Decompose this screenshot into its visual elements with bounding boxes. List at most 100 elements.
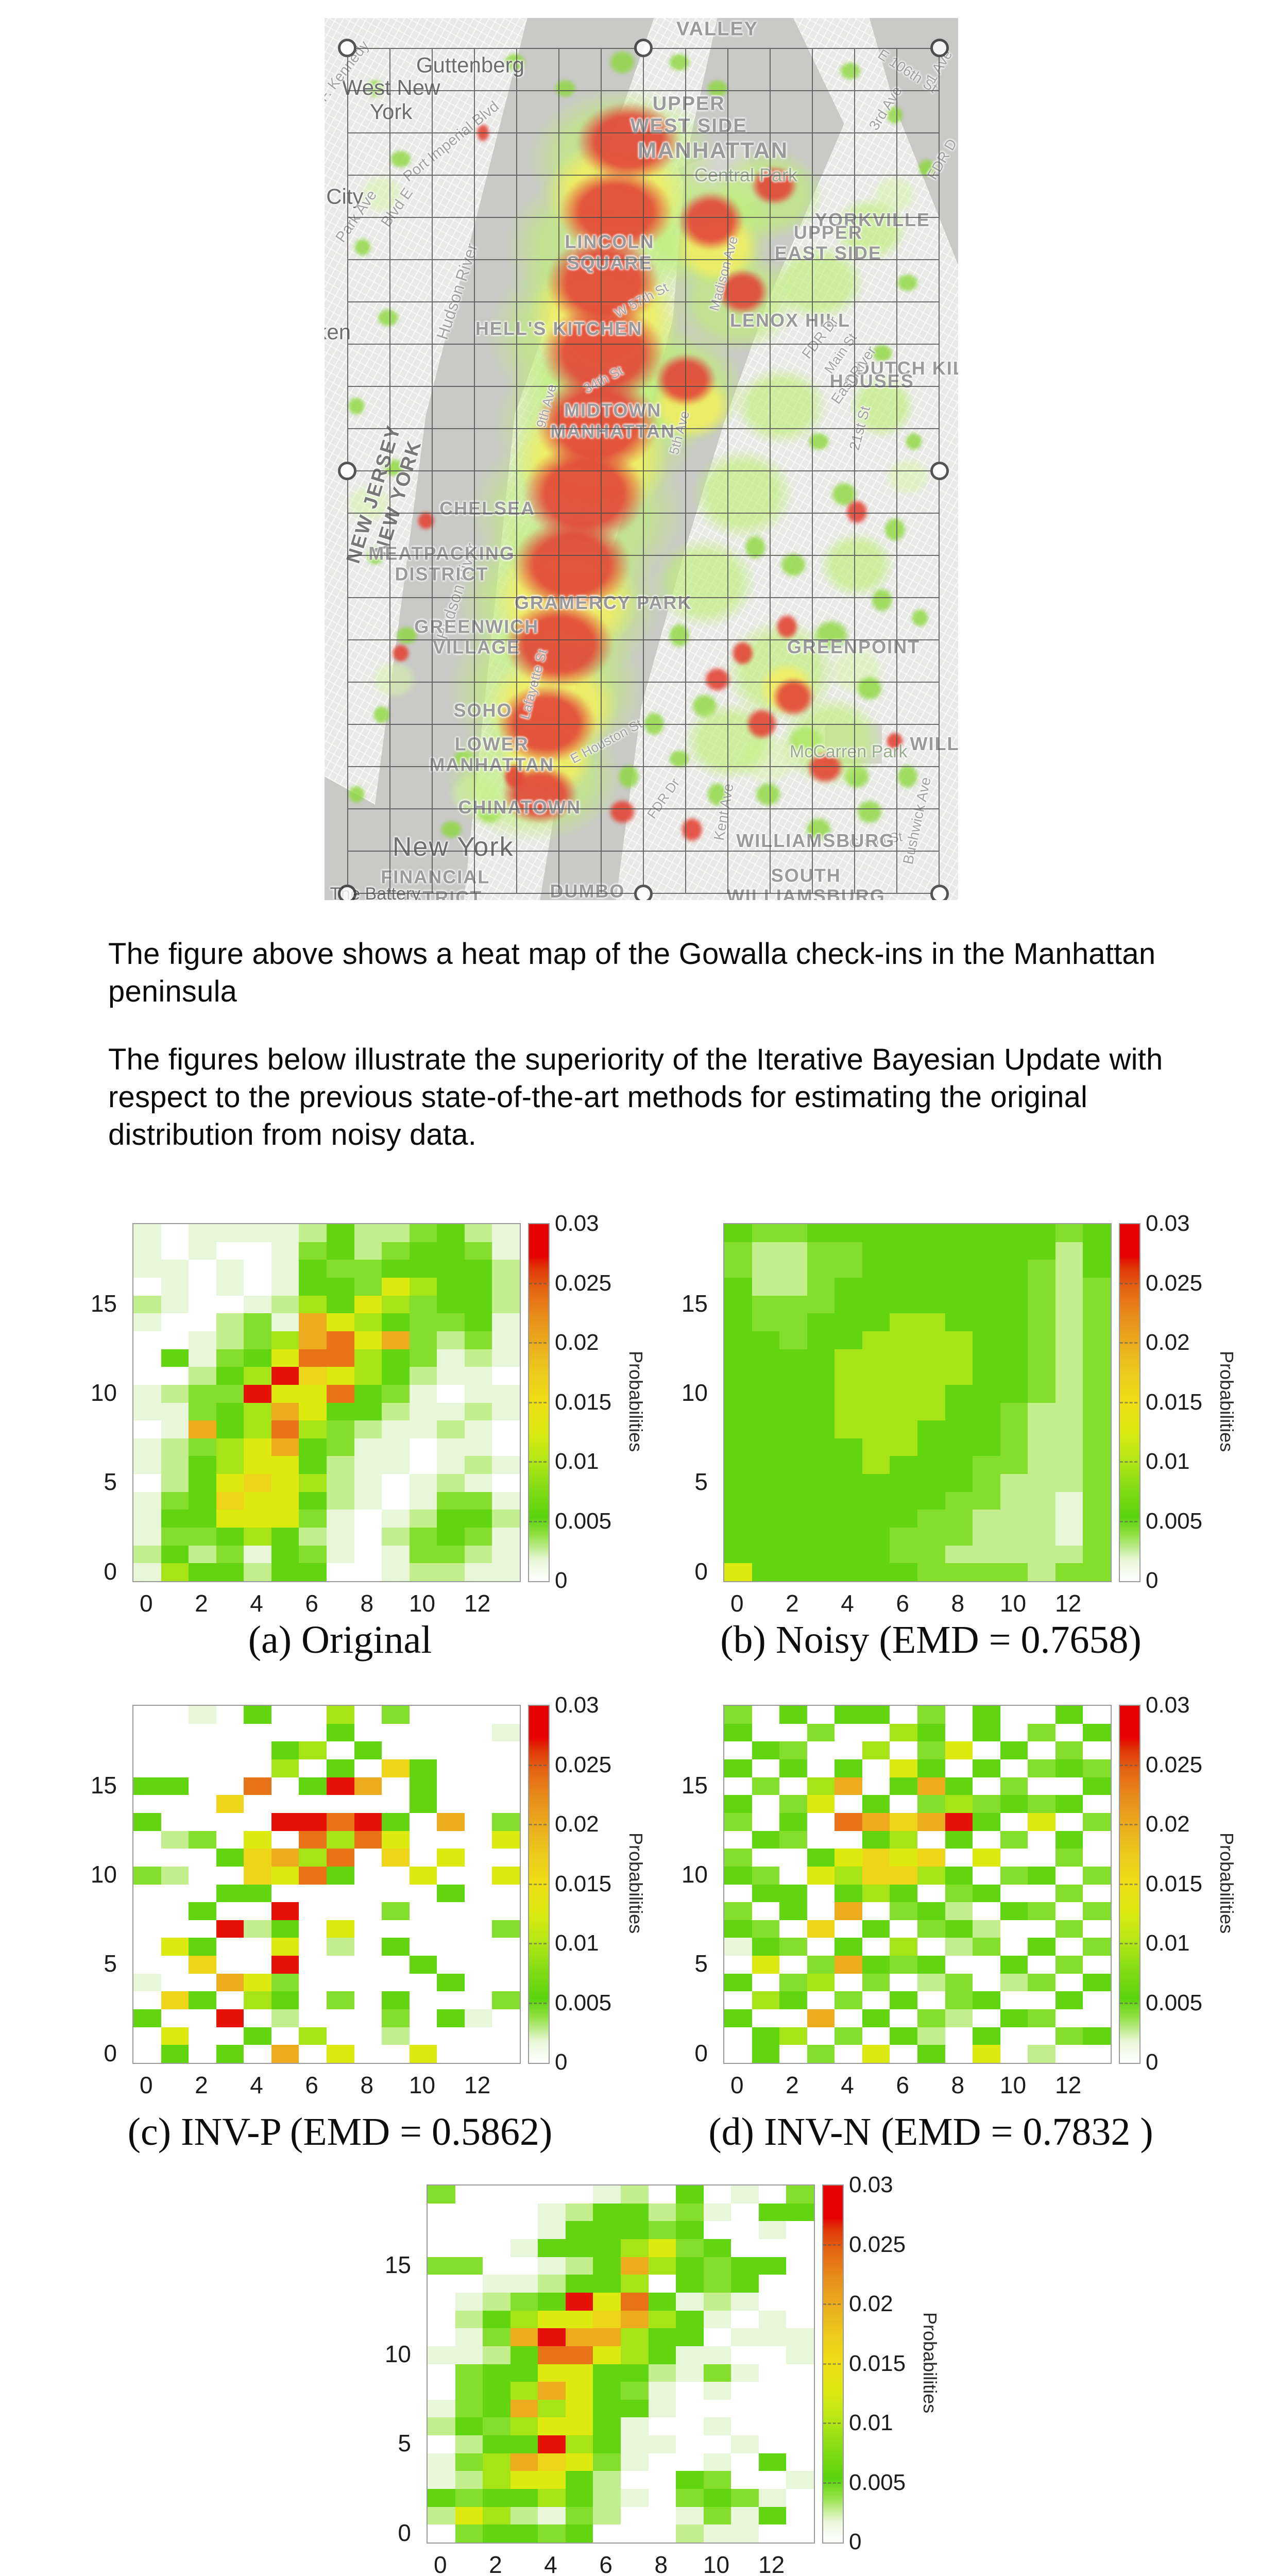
heatmap-cell: [1000, 1759, 1028, 1777]
heatmap-cell: [244, 1510, 271, 1528]
heatmap-cell: [917, 1884, 945, 1903]
heatmap-cell: [464, 2045, 492, 2063]
heatmap-cell: [464, 1812, 492, 1831]
grid-corner-pin: [930, 39, 949, 58]
grid-corner-pin: [338, 462, 357, 481]
heatmap-cell: [455, 2221, 483, 2239]
heatmap-cell: [917, 1295, 945, 1314]
heatmap-cell: [299, 1492, 327, 1510]
heatmap-cell: [1055, 1242, 1083, 1260]
heatmap-cell: [437, 1492, 465, 1510]
heatmap-cell: [917, 1528, 945, 1546]
heatmap-cell: [354, 1438, 382, 1456]
heatmap-cell: [779, 1812, 807, 1831]
heatmap-cell: [327, 1313, 354, 1331]
heatmap-cell: [835, 1456, 862, 1475]
heatmap-cell: [327, 1384, 354, 1403]
heatmap-cell: [1055, 1277, 1083, 1296]
heatmap-cell: [271, 1777, 299, 1795]
heatmap-cell: [271, 1866, 299, 1885]
heatmap-cell: [593, 2203, 621, 2222]
heatmap-cell: [216, 1331, 244, 1349]
heatmap-cell: [455, 2435, 483, 2453]
heatmap-cell: [862, 1563, 890, 1581]
heatmap-cell: [189, 1741, 216, 1759]
heatmap-cell: [807, 1492, 835, 1510]
y-tick-label: 5: [104, 1468, 117, 1496]
heatmap-cell: [890, 1528, 917, 1546]
heatmap-cell: [779, 1795, 807, 1813]
heatmap-cell: [945, 1545, 973, 1564]
heatmap-cell: [1083, 1706, 1111, 1724]
heatmap-cell: [133, 1242, 161, 1260]
heatmap-cell: [299, 2045, 327, 2063]
heatmap-cell: [731, 2364, 759, 2382]
heatmap-cell: [538, 2203, 566, 2222]
heatmap-cell: [779, 1331, 807, 1349]
heatmap-cell: [133, 1492, 161, 1510]
heatmap-cell: [752, 1884, 780, 1903]
heatmap-cell: [724, 1528, 752, 1546]
heatmap-cell: [244, 1973, 271, 1992]
heatmap-cell: [189, 1438, 216, 1456]
heatmap-cell: [428, 2364, 455, 2382]
heatmap-cell: [862, 1474, 890, 1492]
heatmap-cell: [483, 2328, 510, 2346]
heatmap-cell: [724, 1866, 752, 1885]
heatmap-cell: [271, 1242, 299, 1260]
heatmap-cell: [271, 2027, 299, 2045]
heatmap-cell: [271, 1384, 299, 1403]
heatmap-cell: [1000, 1991, 1028, 2010]
heatmap-cell: [216, 1420, 244, 1438]
heatmap-cell: [464, 1331, 492, 1349]
heatmap-cell: [354, 1456, 382, 1475]
heatmap-cell: [299, 1331, 327, 1349]
heatmap-cell: [1083, 1831, 1111, 1849]
heatmap-cell: [779, 1741, 807, 1759]
heatmap-cell: [862, 1438, 890, 1456]
colorbar-tick-label: 0.02: [1146, 1330, 1190, 1355]
x-tick-label: 12: [464, 1590, 491, 1617]
heatmap-cell: [216, 1563, 244, 1581]
heatmap-cell: [917, 1812, 945, 1831]
heatmap-cell: [724, 1367, 752, 1385]
heatmap-cell: [483, 2453, 510, 2471]
heatmap-cell: [862, 2009, 890, 2027]
y-tick-label: 0: [398, 2519, 411, 2546]
heatmap-cell: [807, 1242, 835, 1260]
heatmap-cell: [621, 2506, 649, 2525]
heatmap-cell: [731, 2382, 759, 2400]
x-tick-label: 8: [360, 1590, 374, 1617]
heatmap-cell: [1000, 1277, 1028, 1296]
colorbar-tick-label: 0.03: [1146, 1692, 1190, 1718]
heatmap-cell: [758, 2364, 787, 2382]
heatmap-cell: [1028, 2045, 1055, 2063]
heatmap-cell: [161, 1456, 189, 1475]
heatmap-cell: [1000, 1973, 1028, 1992]
heatmap-cell: [1028, 1706, 1055, 1724]
heatmap-cell: [437, 1920, 465, 1938]
heatmap-cell: [973, 1510, 1000, 1528]
heatmap-cell: [917, 1402, 945, 1421]
y-tick-label: 5: [104, 1950, 117, 1977]
heatmap-cell: [271, 1474, 299, 1492]
colorbar-tick-label: 0.03: [849, 2172, 893, 2197]
colorbar-tick-label: 0.025: [849, 2231, 906, 2257]
heatmap-cell: [327, 1831, 354, 1849]
y-tick-label: 5: [398, 2430, 411, 2457]
heatmap-cell: [244, 1920, 271, 1938]
colorbar-tick-label: 0.02: [1146, 1811, 1190, 1837]
heatmap-cell: [752, 1723, 780, 1742]
heatmap-cell: [492, 1938, 520, 1956]
heatmap-cell: [835, 1973, 862, 1992]
heatmap-cell: [382, 1295, 410, 1314]
heatmap-cell: [244, 1902, 271, 1920]
heatmap-cell: [216, 1456, 244, 1475]
heatmap-cell: [973, 1938, 1000, 1956]
heatmap-cell: [1000, 1528, 1028, 1546]
heatmap-cell: [758, 2292, 787, 2311]
heatmap-cell: [779, 1973, 807, 1992]
heatmap-cell: [779, 2027, 807, 2045]
heatmap-cell: [354, 1563, 382, 1581]
colorbar-tick-dash: [823, 2363, 841, 2365]
